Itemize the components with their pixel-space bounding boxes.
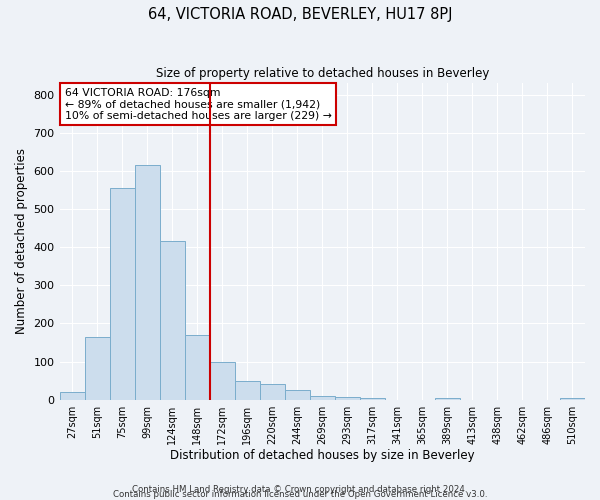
Bar <box>235 380 260 400</box>
Bar <box>335 397 360 400</box>
Title: Size of property relative to detached houses in Beverley: Size of property relative to detached ho… <box>155 68 489 80</box>
Bar <box>85 337 110 400</box>
Y-axis label: Number of detached properties: Number of detached properties <box>15 148 28 334</box>
Bar <box>59 392 85 400</box>
Bar <box>285 390 310 400</box>
Bar <box>209 362 235 400</box>
Bar <box>435 398 460 400</box>
X-axis label: Distribution of detached houses by size in Beverley: Distribution of detached houses by size … <box>170 450 475 462</box>
Text: Contains public sector information licensed under the Open Government Licence v3: Contains public sector information licen… <box>113 490 487 499</box>
Bar <box>310 396 335 400</box>
Bar <box>185 335 209 400</box>
Bar <box>360 398 385 400</box>
Bar <box>110 188 134 400</box>
Text: 64 VICTORIA ROAD: 176sqm
← 89% of detached houses are smaller (1,942)
10% of sem: 64 VICTORIA ROAD: 176sqm ← 89% of detach… <box>65 88 332 121</box>
Text: Contains HM Land Registry data © Crown copyright and database right 2024.: Contains HM Land Registry data © Crown c… <box>132 484 468 494</box>
Bar <box>560 398 585 400</box>
Text: 64, VICTORIA ROAD, BEVERLEY, HU17 8PJ: 64, VICTORIA ROAD, BEVERLEY, HU17 8PJ <box>148 8 452 22</box>
Bar <box>260 384 285 400</box>
Bar <box>134 165 160 400</box>
Bar <box>160 242 185 400</box>
